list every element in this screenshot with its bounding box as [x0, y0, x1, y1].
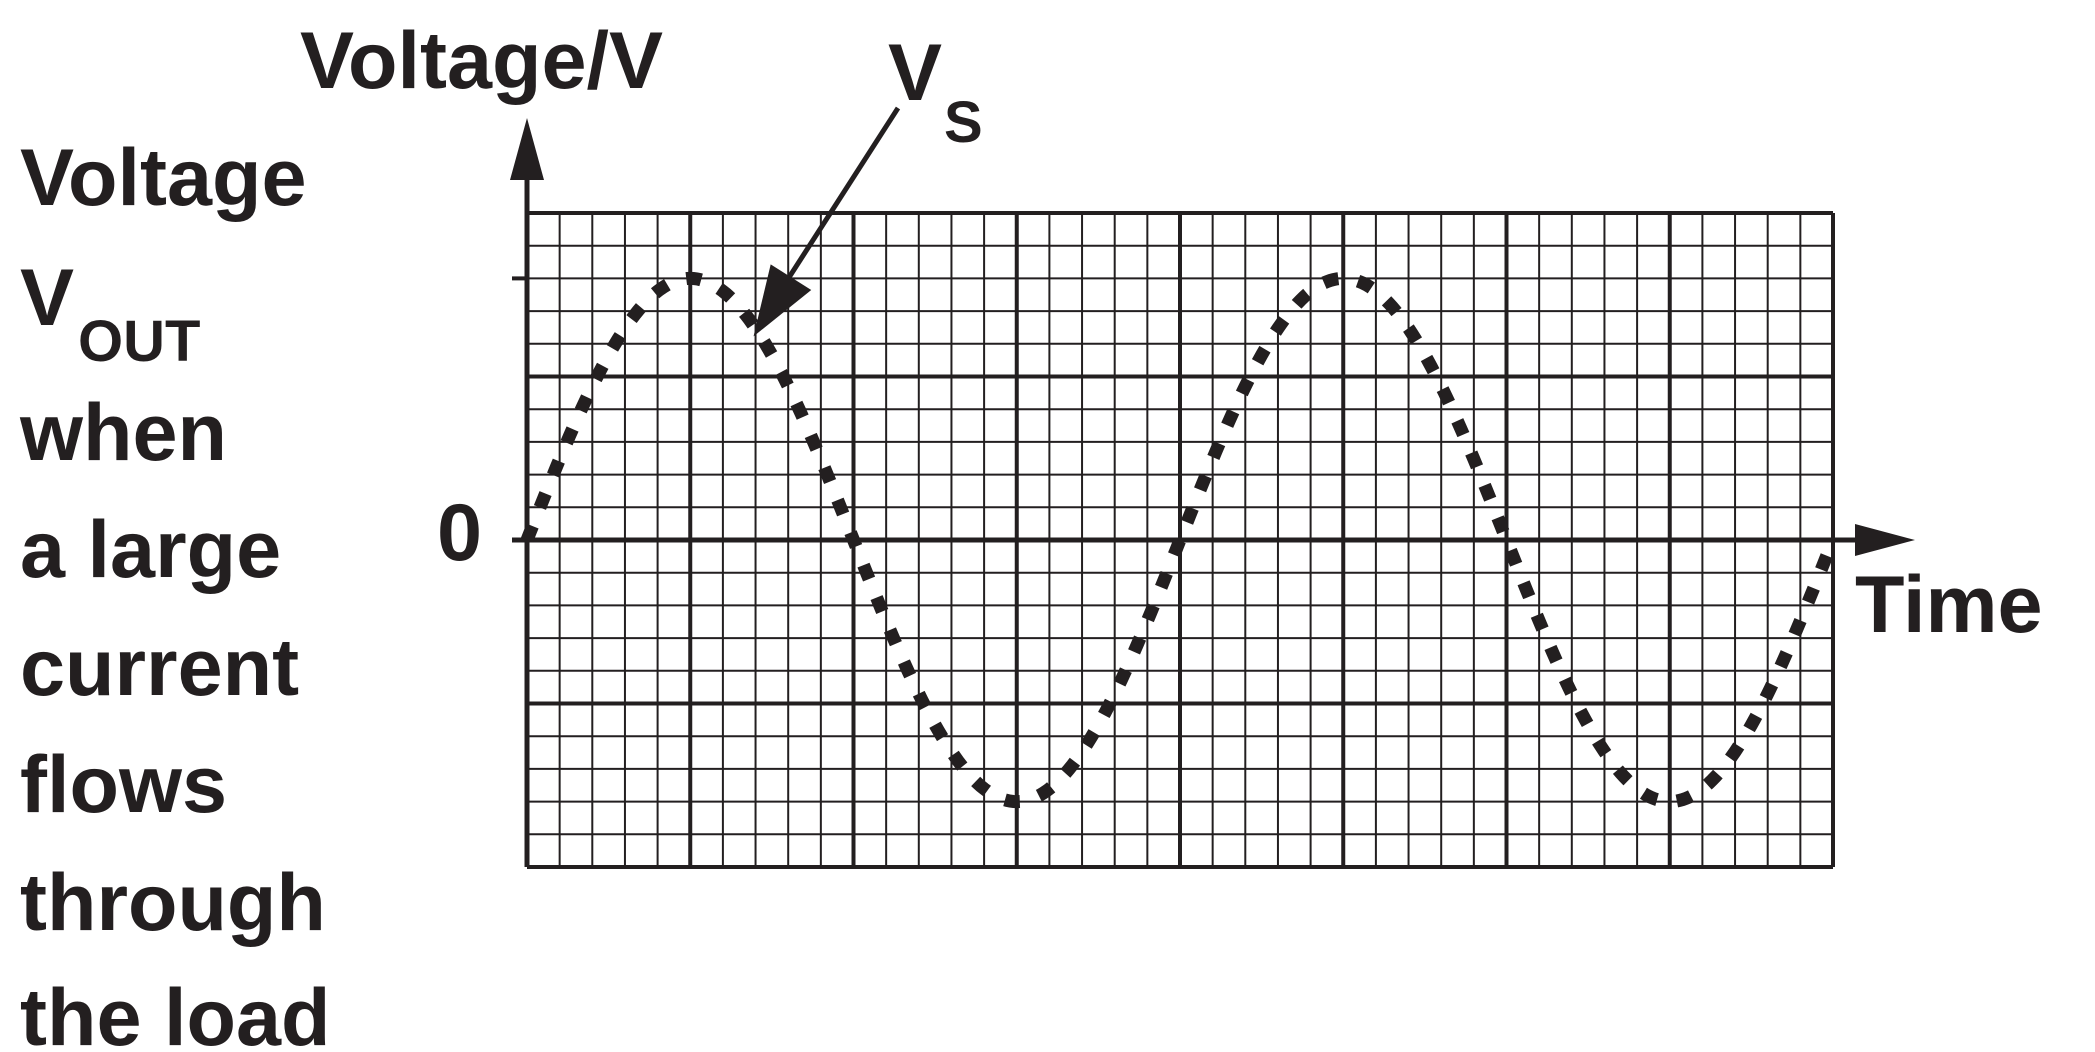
y-tick-zero: 0: [437, 488, 482, 578]
side-label-line1: Voltage: [20, 133, 307, 223]
series-label-vs: VS: [888, 28, 983, 155]
series-label-vs-sub: S: [944, 90, 983, 155]
side-label-line7: through: [20, 858, 326, 948]
side-description: Voltage VOUT when a large current flows …: [19, 133, 331, 1052]
side-label-vout-main: V: [20, 253, 74, 343]
side-label-line4: a large: [20, 505, 281, 595]
side-label-line8: the load: [20, 973, 331, 1052]
side-label-vout-sub: OUT: [78, 309, 200, 374]
axes: [510, 118, 1915, 867]
side-label-line2: VOUT: [20, 253, 200, 374]
series-label-vs-main: V: [888, 28, 942, 118]
series-line-vs: [520, 271, 1840, 809]
side-label-line3: when: [19, 388, 227, 478]
series-layer: [520, 271, 1840, 809]
side-label-line6: flows: [20, 740, 227, 830]
series-annotation: VS: [753, 28, 983, 337]
annotation-arrowhead: [753, 264, 812, 337]
y-axis-label: Voltage/V: [300, 16, 663, 106]
x-axis-label: Time: [1855, 560, 2043, 650]
annotation-arrow-line: [773, 106, 901, 300]
x-axis-arrowhead: [1855, 524, 1915, 556]
side-label-line5: current: [20, 623, 299, 713]
y-axis-arrowhead: [510, 118, 544, 180]
